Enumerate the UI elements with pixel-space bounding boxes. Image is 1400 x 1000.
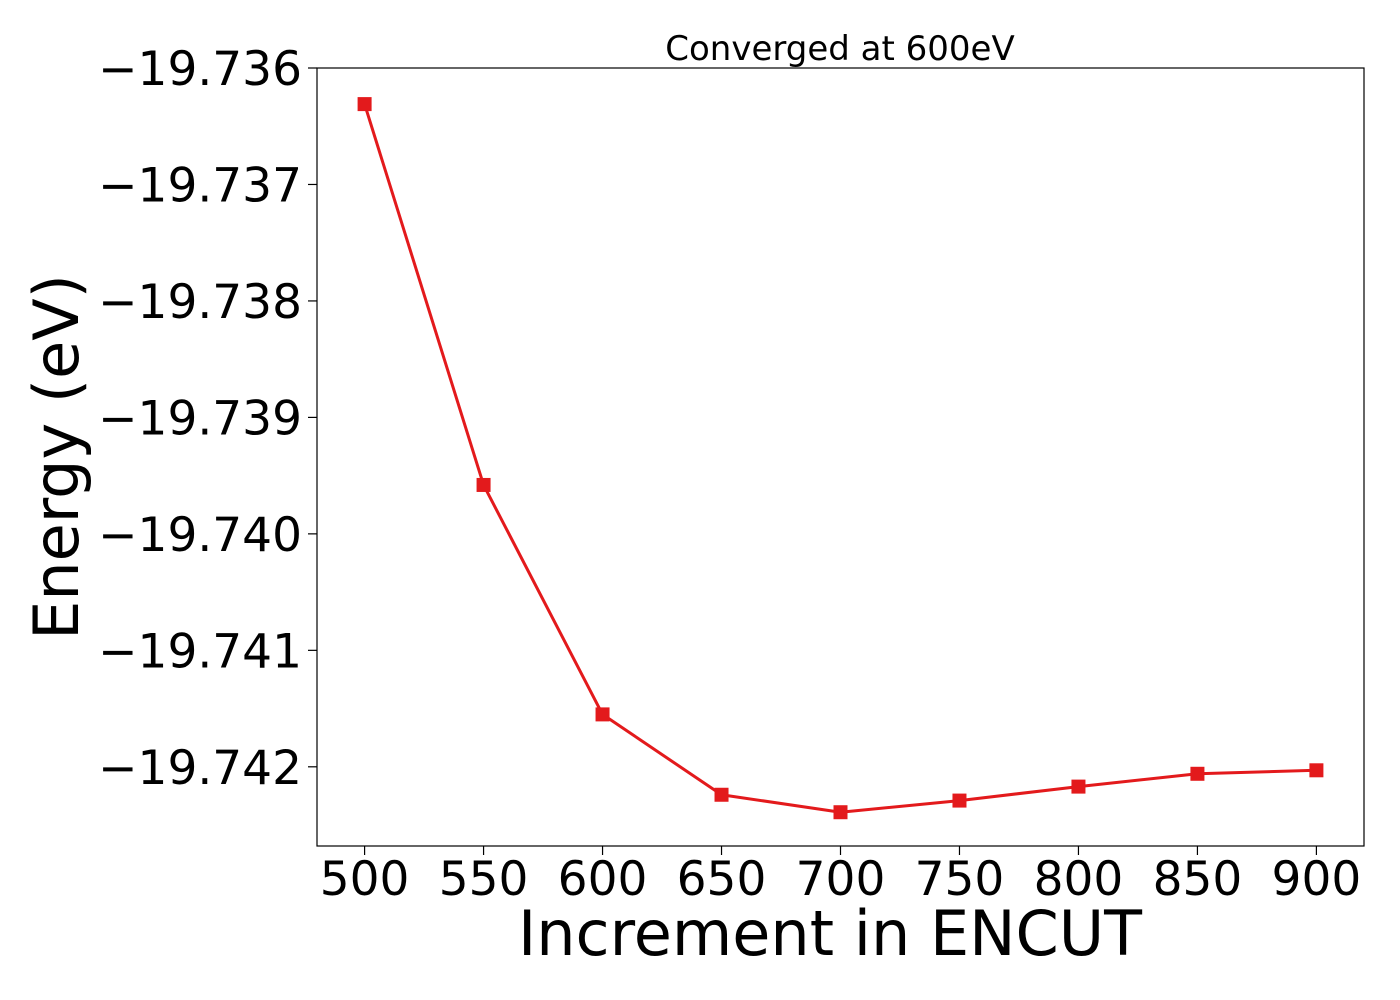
x-tick-label: 550: [439, 852, 529, 907]
y-tick-label: −19.736: [98, 42, 302, 97]
data-point: [1309, 763, 1324, 778]
y-tick-label: −19.738: [98, 275, 302, 330]
x-tick-label: 800: [1034, 852, 1124, 907]
y-tick-label: −19.741: [98, 624, 302, 679]
y-tick-label: −19.739: [98, 391, 302, 446]
data-point: [714, 787, 729, 802]
series-line: [363, 103, 1317, 814]
data-point: [357, 97, 372, 112]
y-axis-title: Energy (eV): [20, 274, 93, 640]
x-axis: 500 550 600 650 700 750 800 850 900: [320, 846, 1362, 907]
y-tick-label: −19.742: [98, 741, 302, 796]
x-tick-label: 700: [796, 852, 886, 907]
x-tick-label: 650: [677, 852, 767, 907]
x-tick-label: 500: [320, 852, 410, 907]
data-point: [1190, 766, 1205, 781]
data-point: [476, 477, 491, 492]
y-axis: −19.736 −19.737 −19.738 −19.739 −19.740 −19.7…: [98, 42, 317, 796]
x-tick-label: 750: [915, 852, 1005, 907]
x-axis-title: Increment in ENCUT: [518, 897, 1143, 970]
series-layer: [357, 97, 1324, 820]
x-tick-label: 850: [1153, 852, 1243, 907]
data-point: [595, 707, 610, 722]
data-point: [952, 793, 967, 808]
data-point: [833, 805, 848, 820]
y-tick-label: −19.737: [98, 158, 302, 213]
chart-title: Converged at 600eV: [665, 29, 1014, 69]
x-tick-label: 600: [558, 852, 648, 907]
y-tick-label: −19.740: [98, 508, 302, 563]
data-point: [1071, 779, 1086, 794]
x-tick-label: 900: [1272, 852, 1362, 907]
